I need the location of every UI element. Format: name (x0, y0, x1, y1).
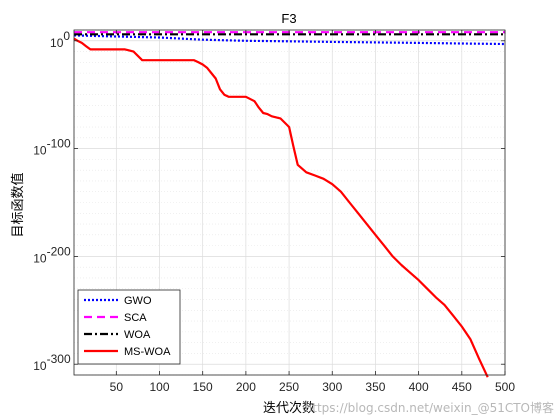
x-tick-label: 350 (365, 380, 385, 394)
y-tick-label: 10 (33, 144, 47, 158)
x-tick-label: 500 (495, 380, 515, 394)
x-tick-label: 100 (149, 380, 169, 394)
y-tick-label: 10 (33, 251, 47, 265)
x-tick-label: 150 (193, 380, 213, 394)
chart-title: F3 (281, 11, 296, 26)
y-tick-label: 10 (50, 36, 64, 50)
x-tick-label: 250 (279, 380, 299, 394)
series-line-ms-woa (73, 37, 489, 378)
x-axis-label: 迭代次数 (263, 400, 315, 416)
y-tick-exponent: -100 (47, 137, 71, 151)
axes-box (73, 29, 506, 376)
legend-label-gwo: GWO (124, 295, 152, 307)
x-tick-label: 200 (236, 380, 256, 394)
x-tick-label: 50 (110, 380, 124, 394)
y-tick-exponent: -300 (47, 352, 71, 366)
x-tick-label: 450 (452, 380, 472, 394)
watermark-text: https://blog.csdn.net/weixin_@51CTO博客 (304, 401, 554, 415)
x-tick-label: 400 (409, 380, 429, 394)
x-tick-label: 300 (322, 380, 342, 394)
legend-label-sca: SCA (124, 312, 147, 324)
y-tick-label: 10 (33, 359, 47, 373)
y-tick-exponent: -200 (47, 244, 71, 258)
legend-label-woa: WOA (124, 329, 151, 341)
legend: GWO SCA WOA MS-WOA (77, 289, 181, 365)
y-axis-label: 目标函数值 (10, 172, 26, 237)
legend-label-ms-woa: MS-WOA (124, 346, 171, 358)
y-tick-exponent: 0 (63, 29, 70, 43)
